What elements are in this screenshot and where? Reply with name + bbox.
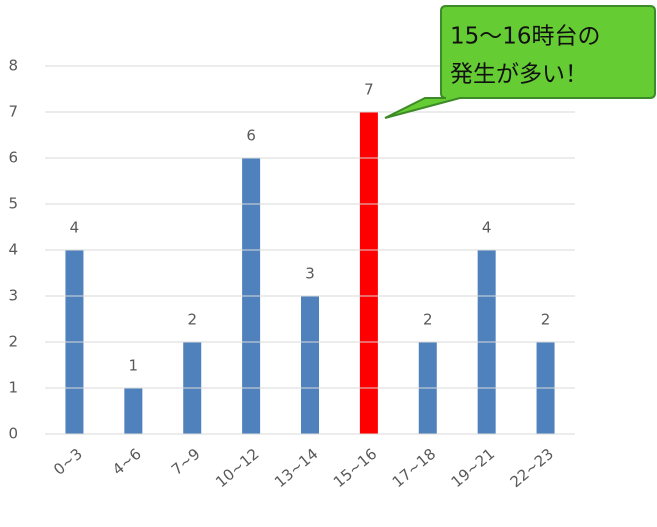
x-tick-label: 10~12 <box>212 445 262 491</box>
callout-text: 発生が多い！ <box>450 62 588 88</box>
data-label: 4 <box>482 219 492 237</box>
data-label: 2 <box>423 311 433 329</box>
y-tick-label: 7 <box>8 103 18 121</box>
callout-box <box>384 5 656 119</box>
callout-text: 15～16時台の <box>450 24 601 50</box>
y-tick-label: 6 <box>8 149 18 167</box>
data-label: 4 <box>70 219 80 237</box>
x-tick-label: 22~23 <box>507 445 557 491</box>
bar <box>359 112 378 434</box>
y-tick-label: 4 <box>8 241 18 259</box>
data-label: 7 <box>364 81 374 99</box>
x-tick-label: 13~14 <box>271 445 321 491</box>
data-label: 1 <box>129 357 139 375</box>
x-tick-label: 17~18 <box>389 445 439 491</box>
y-tick-label: 8 <box>8 57 18 75</box>
y-tick-label: 5 <box>8 195 18 213</box>
bar <box>301 296 319 434</box>
x-tick-label: 0~3 <box>50 445 86 479</box>
data-label: 6 <box>246 127 256 145</box>
x-tick-label: 19~21 <box>448 445 498 491</box>
y-tick-label: 0 <box>8 425 18 443</box>
y-tick-label: 1 <box>8 379 18 397</box>
data-label: 2 <box>187 311 197 329</box>
x-tick-label: 7~9 <box>168 445 204 479</box>
data-label: 3 <box>305 265 315 283</box>
bar <box>124 388 143 434</box>
y-tick-label: 2 <box>8 333 18 351</box>
x-tick-label: 15~16 <box>330 445 380 491</box>
y-tick-label: 3 <box>8 287 18 305</box>
data-label: 2 <box>541 311 551 329</box>
x-tick-label: 4~6 <box>109 445 145 479</box>
